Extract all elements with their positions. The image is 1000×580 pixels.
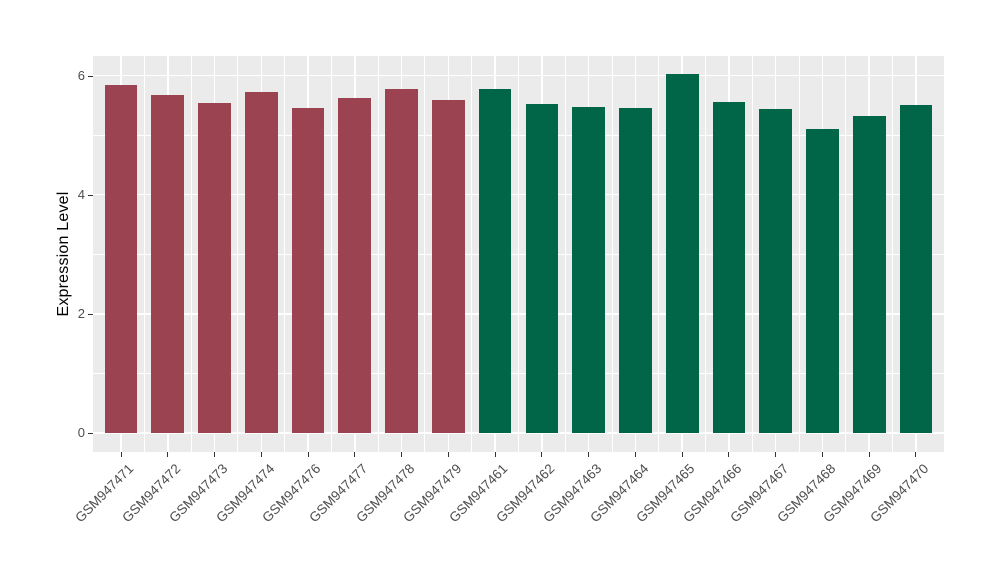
minor-gridline-v [190, 56, 192, 452]
bar-GSM947463 [572, 107, 605, 433]
x-axis-tick [354, 452, 356, 457]
minor-gridline-v [424, 56, 426, 452]
x-axis-tick [588, 452, 590, 457]
minor-gridline-v [143, 56, 145, 452]
x-axis-tick [681, 452, 683, 457]
minor-gridline-v [658, 56, 660, 452]
bar-GSM947477 [338, 97, 372, 433]
bar-GSM947478 [385, 88, 418, 433]
major-gridline-h [93, 193, 944, 196]
major-gridline-h [93, 74, 944, 77]
x-axis-tick [214, 452, 216, 457]
minor-gridline-v [564, 56, 566, 452]
x-axis-tick [120, 452, 122, 457]
bar-GSM947464 [619, 107, 652, 433]
y-axis-tick [88, 75, 93, 77]
y-tick-label: 6 [77, 67, 85, 83]
bar-GSM947473 [198, 103, 231, 433]
minor-gridline-v [705, 56, 707, 452]
x-axis-tick [167, 452, 169, 457]
x-axis-tick [307, 452, 309, 457]
bar-GSM947469 [852, 115, 886, 433]
minor-gridline-v [611, 56, 613, 452]
x-axis-tick [401, 452, 403, 457]
y-axis-tick [88, 194, 93, 196]
x-axis-tick [915, 452, 917, 457]
minor-gridline-v [237, 56, 239, 452]
minor-gridline-v [845, 56, 847, 452]
major-gridline-h [93, 313, 944, 315]
minor-gridline-v [892, 56, 894, 452]
minor-gridline-v [518, 56, 519, 452]
bar-GSM947471 [104, 84, 138, 433]
x-axis-tick [821, 452, 823, 457]
bar-GSM947472 [151, 95, 185, 433]
x-axis-tick [775, 452, 777, 457]
bar-GSM947470 [899, 105, 933, 433]
x-axis-tick [494, 452, 496, 457]
bar-GSM947461 [478, 88, 512, 433]
bar-GSM947466 [712, 102, 746, 433]
bar-GSM947467 [759, 108, 793, 433]
x-axis-tick [447, 452, 449, 457]
x-axis-tick [728, 452, 730, 457]
y-axis-tick [88, 432, 93, 434]
minor-gridline-v [798, 56, 800, 452]
x-axis-tick [260, 452, 262, 457]
x-axis-tick [868, 452, 870, 457]
bar-GSM947462 [525, 103, 559, 433]
bar-GSM947476 [291, 108, 325, 433]
bar-GSM947468 [806, 129, 839, 433]
minor-gridline-v [377, 56, 379, 452]
y-axis-tick [88, 313, 93, 315]
bar-GSM947474 [244, 92, 278, 433]
major-gridline-h [93, 432, 944, 434]
x-axis-tick [541, 452, 543, 457]
x-axis-tick [634, 452, 636, 457]
y-axis-title: Expression Level [55, 191, 72, 317]
minor-gridline-v [284, 56, 286, 452]
y-tick-label: 2 [77, 305, 85, 321]
bar-GSM947465 [665, 74, 699, 433]
minor-gridline-v [471, 56, 473, 452]
bar-GSM947479 [431, 100, 465, 433]
y-tick-label: 4 [77, 186, 85, 202]
plot-panel [93, 56, 944, 452]
y-tick-label: 0 [77, 424, 85, 440]
minor-gridline-v [330, 56, 332, 452]
minor-gridline-v [751, 56, 753, 452]
